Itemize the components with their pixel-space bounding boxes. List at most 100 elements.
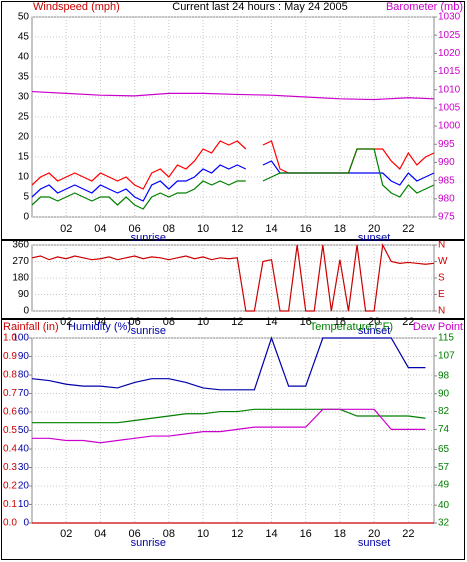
y-tick-label: 90 <box>18 289 30 300</box>
x-tick-label: 04 <box>94 223 106 235</box>
x-tick-label: 10 <box>197 528 209 540</box>
y-tick-label: 975 <box>438 212 455 223</box>
series-line <box>32 408 426 424</box>
y-tick-label: 40 <box>438 500 450 511</box>
y-tick-label: 995 <box>438 139 455 150</box>
y-tick-label: 180 <box>12 273 29 284</box>
chart-title: Current last 24 hours : May 24 2005 <box>172 1 347 13</box>
annotation: sunset <box>358 232 390 244</box>
y-tick-label: 1020 <box>438 48 461 59</box>
y-tick-label: 50 <box>18 425 30 436</box>
y-tick-label: 90 <box>18 351 30 362</box>
x-tick-label: 20 <box>368 223 380 235</box>
y-tick-label: 0.7 <box>3 388 17 399</box>
x-tick-label: 16 <box>300 223 312 235</box>
x-tick-label: 06 <box>129 528 141 540</box>
y-tick-label: 80 <box>18 370 30 381</box>
x-tick-label: 08 <box>163 223 175 235</box>
annotation: sunset <box>358 537 390 549</box>
x-tick-label: 12 <box>231 223 243 235</box>
annotation: sunrise <box>131 325 166 337</box>
x-tick-label: 10 <box>197 223 209 235</box>
x-tick-label: 18 <box>334 528 346 540</box>
x-tick-label: 04 <box>94 528 106 540</box>
y-tick-label: 49 <box>438 480 450 491</box>
y-tick-label: 0.1 <box>3 499 17 510</box>
x-tick-label: 12 <box>231 528 243 540</box>
y-tick-label: 60 <box>18 407 30 418</box>
y-tick-label: 82 <box>438 406 450 417</box>
axis-label: Temperature (°F) <box>310 321 393 333</box>
x-tick-label: 20 <box>368 528 380 540</box>
x-tick-label: 08 <box>163 528 175 540</box>
y-tick-label: 115 <box>438 333 454 344</box>
y-tick-label: 15 <box>18 152 30 163</box>
y-tick-label: 100 <box>12 333 29 344</box>
x-tick-label: 18 <box>334 316 346 328</box>
y-tick-label: N <box>438 240 445 251</box>
y-tick-label: 0.2 <box>3 481 17 492</box>
axis-label: Windspeed (mph) <box>33 1 120 13</box>
y-tick-label: 30 <box>18 92 30 103</box>
y-tick-label: 980 <box>438 193 455 204</box>
x-tick-label: 22 <box>402 316 414 328</box>
y-tick-label: 10 <box>18 172 30 183</box>
axis-label: Barometer (mb) <box>386 1 463 13</box>
y-tick-label: 1025 <box>438 30 461 41</box>
y-tick-label: 1030 <box>438 12 461 23</box>
series-line <box>31 336 426 391</box>
y-tick-label: 1015 <box>438 66 461 77</box>
x-tick-label: 12 <box>231 316 243 328</box>
y-tick-label: 5 <box>23 192 29 203</box>
annotation: sunset <box>358 325 390 337</box>
y-tick-label: 0.4 <box>3 444 17 455</box>
y-tick-label: 50 <box>18 12 30 23</box>
y-tick-label: S <box>438 273 445 284</box>
x-tick-label: 20 <box>368 316 380 328</box>
x-tick-label: 08 <box>163 316 175 328</box>
y-tick-label: 0.6 <box>3 407 17 418</box>
y-tick-label: 70 <box>18 388 30 399</box>
y-tick-label: 1.0 <box>3 333 17 344</box>
y-tick-label: 1000 <box>438 121 461 132</box>
y-tick-label: 30 <box>18 462 30 473</box>
legend-label: Dew Point <box>413 321 463 333</box>
y-tick-label: 10 <box>18 499 30 510</box>
y-tick-label: 270 <box>12 256 29 267</box>
x-tick-label: 22 <box>402 528 414 540</box>
y-tick-label: 20 <box>18 132 30 143</box>
y-tick-label: 40 <box>18 444 30 455</box>
y-tick-label: 0.0 <box>3 518 17 529</box>
y-tick-label: 107 <box>438 350 455 361</box>
y-tick-label: 45 <box>18 32 30 43</box>
y-tick-label: 0 <box>23 212 29 223</box>
y-tick-label: 65 <box>438 444 450 455</box>
x-tick-label: 14 <box>265 528 277 540</box>
y-tick-label: W <box>438 256 448 267</box>
y-tick-label: 0.5 <box>3 425 17 436</box>
y-tick-label: 0.9 <box>3 351 17 362</box>
series-line <box>31 90 435 101</box>
y-tick-label: 1010 <box>438 84 461 95</box>
x-tick-label: 14 <box>265 316 277 328</box>
axis-label: Rainfall (in) <box>3 321 59 333</box>
y-tick-label: 0 <box>23 306 29 317</box>
x-tick-label: 06 <box>129 316 141 328</box>
y-tick-label: 90 <box>438 388 450 399</box>
y-tick-label: 32 <box>438 518 450 529</box>
series-line <box>31 243 435 312</box>
y-tick-label: N <box>438 306 445 317</box>
x-tick-label: 14 <box>265 223 277 235</box>
panel-frame <box>1 1 465 240</box>
x-tick-label: 02 <box>60 528 72 540</box>
panel-frame <box>1 319 465 560</box>
x-tick-label: 02 <box>60 316 72 328</box>
y-tick-label: 35 <box>18 72 30 83</box>
y-tick-label: 57 <box>438 462 450 473</box>
y-tick-label: 1005 <box>438 103 461 114</box>
y-tick-label: 25 <box>18 112 30 123</box>
x-tick-label: 16 <box>300 316 312 328</box>
y-tick-label: 990 <box>438 157 455 168</box>
x-tick-label: 06 <box>129 223 141 235</box>
